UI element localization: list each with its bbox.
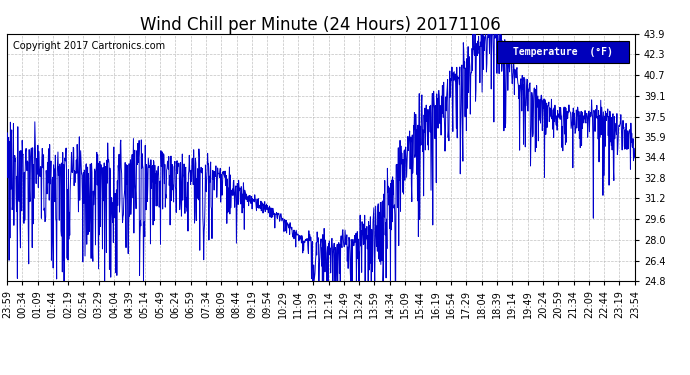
Title: Wind Chill per Minute (24 Hours) 20171106: Wind Chill per Minute (24 Hours) 2017110…	[141, 16, 501, 34]
FancyBboxPatch shape	[497, 41, 629, 63]
Text: Temperature  (°F): Temperature (°F)	[513, 47, 613, 57]
Text: Copyright 2017 Cartronics.com: Copyright 2017 Cartronics.com	[13, 41, 166, 51]
